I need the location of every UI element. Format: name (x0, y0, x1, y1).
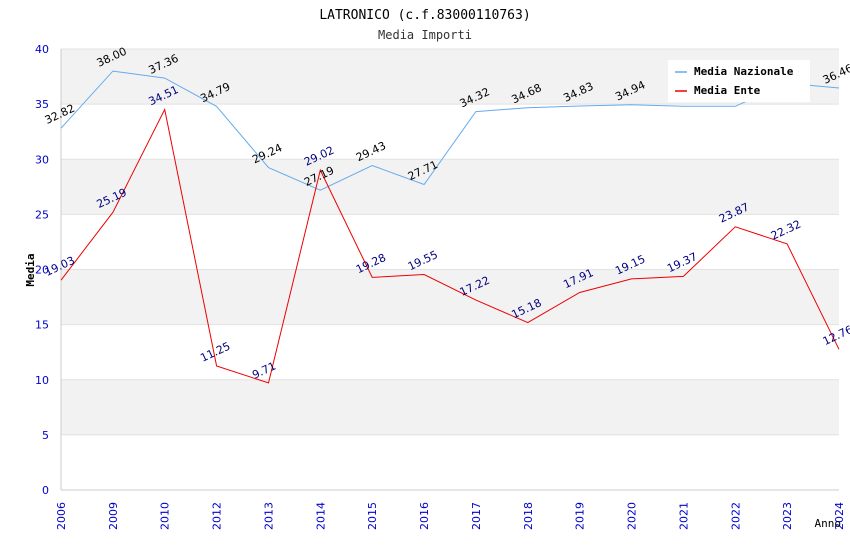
y-tick-label: 35 (35, 98, 49, 111)
x-tick-label: 2015 (366, 502, 379, 530)
x-tick-label: 2014 (314, 502, 327, 530)
x-tick-label: 2021 (677, 502, 690, 530)
data-label: 22.32 (769, 218, 803, 243)
x-tick-label: 2023 (781, 502, 794, 530)
x-tick-label: 2020 (626, 502, 639, 530)
legend-label-ente: Media Ente (694, 84, 761, 97)
legend-label-nazionale: Media Nazionale (694, 65, 794, 78)
y-axis-title: Media (24, 253, 37, 286)
y-tick-label: 5 (42, 429, 49, 442)
x-tick-label: 2016 (418, 502, 431, 530)
y-tick-label: 30 (35, 153, 49, 166)
legend-box (668, 60, 810, 102)
plot-background-bands (61, 49, 839, 435)
chart-title: LATRONICO (c.f.83000110763) (319, 8, 530, 23)
series-lines (60, 70, 840, 384)
x-tick-label: 2006 (55, 502, 68, 530)
x-tick-label: 2013 (262, 502, 275, 530)
x-tick-label: 2009 (107, 502, 120, 530)
grid-band (61, 159, 839, 215)
x-axis-title: Anno (815, 517, 842, 530)
y-axis-ticks: 0 5 10 15 20 25 30 35 40 (35, 43, 49, 497)
grid-band (61, 269, 839, 325)
legend: Media Nazionale Media Ente (668, 60, 810, 102)
y-tick-label: 40 (35, 43, 49, 56)
grid-band (61, 379, 839, 435)
x-tick-label: 2017 (470, 502, 483, 530)
chart-subtitle: Media Importi (378, 28, 472, 42)
data-label: 12.76 (821, 323, 850, 348)
y-tick-label: 15 (35, 319, 49, 332)
x-tick-label: 2019 (574, 502, 587, 530)
y-tick-label: 0 (42, 484, 49, 497)
x-axis-ticks: 2006 2009 2010 2012 2013 2014 2015 2016 2017 2018… (55, 502, 846, 530)
x-tick-label: 2010 (159, 502, 172, 530)
x-tick-label: 2012 (211, 502, 224, 530)
y-tick-label: 10 (35, 374, 49, 387)
data-label: 9.71 (250, 360, 278, 382)
series-line-media-nazionale (60, 70, 840, 191)
y-tick-label: 25 (35, 208, 49, 221)
x-tick-label: 2018 (522, 502, 535, 530)
y-tick-label: 20 (35, 264, 49, 277)
series-line-media-ente (60, 107, 840, 384)
x-tick-label: 2024 (833, 502, 846, 530)
x-tick-label: 2022 (729, 502, 742, 530)
grid-lines (60, 48, 839, 491)
